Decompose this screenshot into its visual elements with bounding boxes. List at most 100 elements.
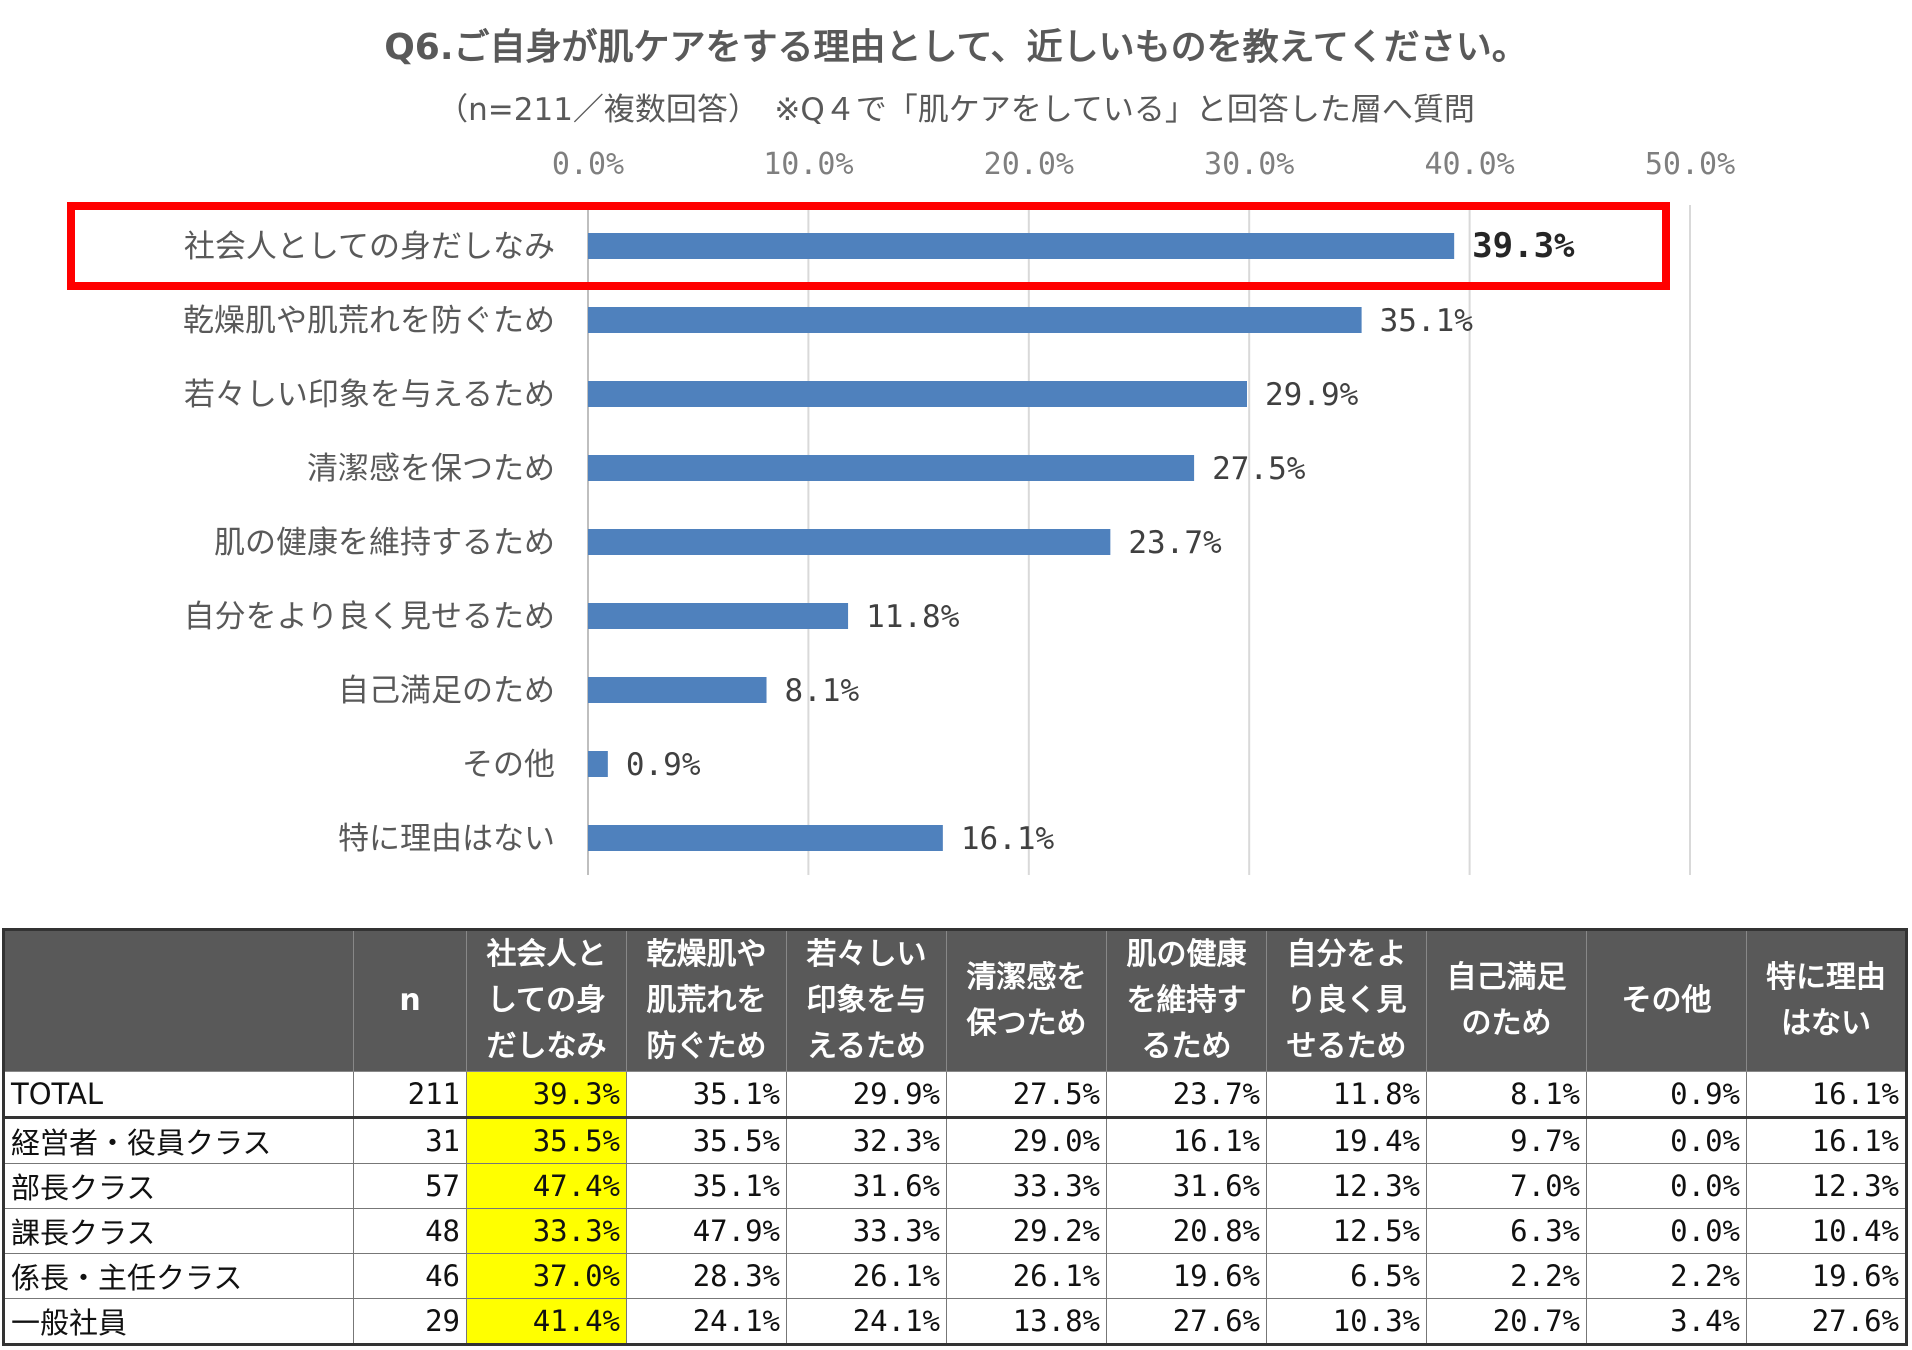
header-cell: その他 [1586,929,1747,1072]
value-cell: 20.8% [1106,1208,1267,1254]
bar [588,677,767,703]
x-tick-label: 0.0% [552,147,624,182]
bar [588,751,608,777]
table-header-row: n 社会人と しての身 だしなみ 乾燥肌や 肌荒れを 防ぐため 若々しい 印象を… [3,929,1907,1072]
x-tick-label: 20.0% [984,147,1074,182]
header-cell: 自己満足 のため [1426,929,1587,1072]
n-cell: 31 [353,1117,467,1164]
value-cell: 47.4% [466,1163,627,1209]
value-cell: 20.7% [1426,1298,1587,1345]
value-cell: 10.3% [1266,1298,1427,1345]
value-cell: 10.4% [1746,1208,1907,1254]
category-label: 特に理由はない [338,821,555,857]
value-cell: 8.1% [1426,1071,1587,1119]
n-cell: 48 [353,1208,467,1254]
value-cell: 19.6% [1746,1253,1907,1299]
table-row: TOTAL 211 39.3% 35.1% 29.9% 27.5% 23.7% 11.8% 8.… [3,1071,1907,1119]
bar [588,455,1195,481]
value-cell: 0.0% [1586,1163,1747,1209]
bar [588,529,1111,555]
chart-title: Q6.ご自身が肌ケアをする理由として、近しいものを教えてください。 [384,27,1528,68]
value-cell: 27.6% [1106,1298,1267,1345]
value-cell: 0.9% [1586,1071,1747,1119]
row-label-cell: 係長・主任クラス [3,1253,354,1299]
value-cell: 0.0% [1586,1117,1747,1164]
value-cell: 37.0% [466,1253,627,1299]
category-label: その他 [462,747,555,783]
header-cell: 若々しい 印象を与 えるため [786,929,947,1072]
data-label: 35.1% [1380,303,1474,339]
value-cell: 31.6% [1106,1163,1267,1209]
x-tick-label: 10.0% [763,147,853,182]
value-cell: 28.3% [626,1253,787,1299]
value-cell: 27.5% [946,1071,1107,1119]
data-label: 39.3% [1472,226,1575,266]
n-cell: 211 [353,1071,467,1119]
value-cell: 29.0% [946,1117,1107,1164]
value-cell: 29.2% [946,1208,1107,1254]
table-row: 部長クラス 57 47.4% 35.1% 31.6% 33.3% 31.6% 12.3% 7.0… [3,1163,1907,1209]
value-cell: 6.3% [1426,1208,1587,1254]
value-cell: 35.1% [626,1071,787,1119]
data-label: 16.1% [961,821,1055,857]
value-cell: 9.7% [1426,1117,1587,1164]
value-cell: 12.3% [1746,1163,1907,1209]
row-label-cell: 一般社員 [3,1298,354,1345]
header-cell-n: n [353,929,467,1072]
value-cell: 33.3% [786,1208,947,1254]
category-label: 自己満足のため [338,673,555,709]
row-label-cell: 課長クラス [3,1208,354,1254]
category-label: 肌の健康を維持するため [214,525,555,561]
header-cell: 肌の健康 を維持す るため [1106,929,1267,1072]
data-label: 27.5% [1212,451,1306,487]
bar [588,381,1247,407]
value-cell: 29.9% [786,1071,947,1119]
row-label-cell: 経営者・役員クラス [3,1117,354,1164]
value-cell: 19.4% [1266,1117,1427,1164]
header-cell: 特に理由 はない [1746,929,1907,1072]
bar-chart: 0.0% 10.0% 20.0% 30.0% 40.0% 50.0% 社会人としての身だしな… [67,147,1735,875]
value-cell: 31.6% [786,1163,947,1209]
category-label: 清潔感を保つため [307,451,555,487]
header-cell: 清潔感を 保つため [946,929,1107,1072]
chart-subtitle: （n=211／複数回答） ※Q４で「肌ケアをしている」と回答した層へ質問 [437,92,1475,128]
value-cell: 26.1% [946,1253,1107,1299]
value-cell: 32.3% [786,1117,947,1164]
value-cell: 39.3% [466,1071,627,1119]
bar [588,603,849,629]
category-label: 自分をより良く見せるため [184,599,555,635]
data-label: 11.8% [866,599,960,635]
value-cell: 16.1% [1746,1071,1907,1119]
highlight-box [67,202,1670,290]
data-label: 0.9% [626,747,701,783]
value-cell: 35.5% [466,1117,627,1164]
value-cell: 33.3% [946,1163,1107,1209]
value-cell: 23.7% [1106,1071,1267,1119]
value-cell: 24.1% [626,1298,787,1345]
value-cell: 3.4% [1586,1298,1747,1345]
value-cell: 16.1% [1106,1117,1267,1164]
value-cell: 24.1% [786,1298,947,1345]
table-row: 係長・主任クラス 46 37.0% 28.3% 26.1% 26.1% 19.6% 6.5% 2… [3,1253,1907,1299]
value-cell: 12.3% [1266,1163,1427,1209]
value-cell: 41.4% [466,1298,627,1345]
value-cell: 33.3% [466,1208,627,1254]
header-cell-blank [3,929,354,1072]
n-cell: 29 [353,1298,467,1345]
value-cell: 16.1% [1746,1117,1907,1164]
n-cell: 57 [353,1163,467,1209]
table-row: 一般社員 29 41.4% 24.1% 24.1% 13.8% 27.6% 10.3% 20.7… [3,1298,1907,1345]
category-label: 若々しい印象を与えるため [184,377,555,413]
value-cell: 35.5% [626,1117,787,1164]
value-cell: 47.9% [626,1208,787,1254]
table-row: 経営者・役員クラス 31 35.5% 35.5% 32.3% 29.0% 16.1% 19.4… [3,1117,1907,1164]
header-cell: 社会人と しての身 だしなみ [466,929,627,1072]
value-cell: 0.0% [1586,1208,1747,1254]
bar [588,233,1455,259]
data-label: 23.7% [1128,525,1222,561]
category-label: 乾燥肌や肌荒れを防ぐため [183,303,555,339]
x-tick-label: 40.0% [1424,147,1514,182]
bar [588,825,943,851]
crosstab-table: n 社会人と しての身 だしなみ 乾燥肌や 肌荒れを 防ぐため 若々しい 印象を… [2,928,1908,1346]
value-cell: 12.5% [1266,1208,1427,1254]
